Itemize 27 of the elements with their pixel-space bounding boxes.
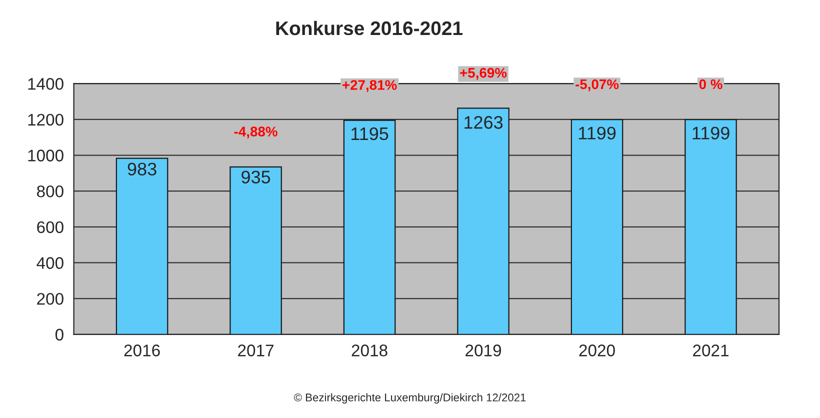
x-tick-label: 2017 (238, 344, 274, 356)
y-tick-label: 200 (37, 292, 64, 305)
data-label: 1195 (351, 127, 388, 140)
y-tick-label: 600 (37, 221, 64, 234)
data-label: 1199 (578, 126, 616, 140)
annotation: +27,81% (342, 80, 397, 92)
y-tick-label: 1000 (28, 150, 64, 162)
y-tick-label: 1400 (28, 78, 64, 90)
x-tick-label: 2018 (352, 344, 388, 356)
y-tick-label: 0 (55, 328, 64, 341)
data-label: 983 (128, 162, 156, 176)
data-label: 935 (242, 170, 270, 184)
text: © Bezirksgerichte Luxemburg/Diekirch 12/2021 (294, 393, 526, 404)
data-label: 1199 (692, 126, 730, 140)
y-tick-label: 400 (36, 257, 64, 269)
annotation: -4,88% (234, 126, 278, 138)
x-tick-label: 2019 (466, 344, 502, 356)
x-tick-label: 2020 (579, 344, 615, 356)
x-tick-label: 2016 (124, 344, 160, 356)
annotation: +5,69% (460, 68, 507, 80)
data-label: 1263 (464, 116, 503, 129)
chart-title: Konkurse 2016-2021 (276, 20, 463, 36)
y-tick-label: 1200 (28, 114, 64, 126)
annotation: -5,07% (576, 79, 619, 92)
x-tick-label: 2021 (693, 344, 728, 356)
y-tick-label: 800 (36, 185, 64, 198)
annotation: 0 % (699, 79, 722, 90)
